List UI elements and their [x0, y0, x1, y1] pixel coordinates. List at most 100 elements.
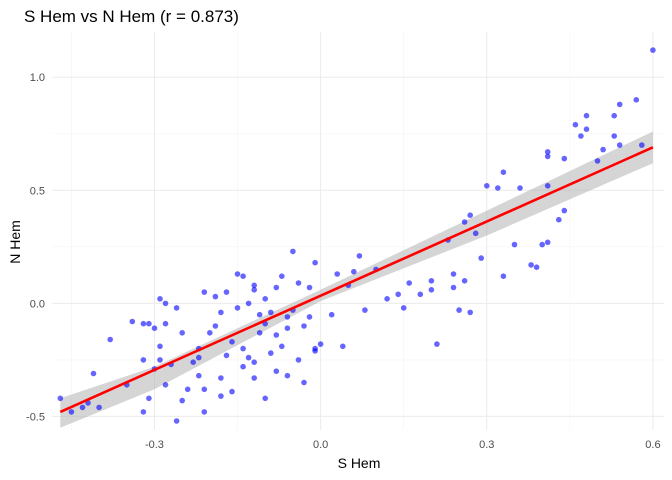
- data-point: [472, 230, 479, 237]
- data-point: [218, 375, 224, 381]
- data-point: [461, 278, 468, 284]
- data-point: [306, 314, 313, 320]
- data-point: [528, 262, 534, 268]
- data-point: [517, 185, 523, 191]
- data-point: [583, 112, 590, 119]
- data-point: [196, 372, 202, 379]
- data-point: [223, 352, 230, 359]
- data-point: [295, 357, 302, 363]
- data-point: [290, 248, 296, 255]
- data-point: [417, 291, 424, 298]
- y-axis-title: N Hem: [7, 220, 23, 264]
- data-point: [57, 395, 64, 402]
- data-point: [484, 183, 490, 189]
- data-point: [273, 332, 280, 338]
- data-point: [312, 348, 318, 354]
- y-tick-label: 1.0: [30, 72, 45, 84]
- data-point: [467, 309, 474, 316]
- data-point: [212, 293, 219, 300]
- data-point: [240, 345, 246, 352]
- data-point: [251, 287, 257, 293]
- data-point: [240, 273, 246, 280]
- data-point: [428, 287, 435, 293]
- data-point: [151, 325, 158, 332]
- data-point: [240, 363, 246, 370]
- data-point: [262, 395, 269, 402]
- data-point: [600, 146, 606, 153]
- data-point: [96, 404, 102, 411]
- data-point: [256, 311, 263, 318]
- data-point: [284, 325, 291, 332]
- data-point: [262, 296, 269, 302]
- data-point: [467, 212, 474, 218]
- data-point: [268, 350, 274, 356]
- data-point: [578, 133, 584, 139]
- data-point: [251, 359, 257, 366]
- data-point: [406, 280, 413, 286]
- data-point: [639, 142, 645, 148]
- data-point: [268, 309, 274, 316]
- data-point: [384, 296, 390, 302]
- data-point: [434, 341, 440, 347]
- data-point: [616, 101, 623, 108]
- data-point: [362, 307, 368, 313]
- data-point: [572, 121, 579, 128]
- data-point: [334, 271, 341, 277]
- data-point: [500, 169, 507, 175]
- data-point: [162, 320, 169, 327]
- data-point: [306, 284, 313, 291]
- data-point: [201, 386, 208, 393]
- data-point: [328, 311, 335, 318]
- data-point: [207, 330, 213, 336]
- data-point: [544, 149, 551, 155]
- data-point: [544, 239, 551, 246]
- data-point: [511, 241, 518, 248]
- data-point: [162, 382, 169, 388]
- data-point: [351, 268, 357, 275]
- data-point: [79, 404, 86, 411]
- data-point: [544, 183, 551, 189]
- chart-title: S Hem vs N Hem (r = 0.873): [24, 7, 239, 26]
- x-tick-label: -0.3: [145, 439, 164, 451]
- data-point: [201, 289, 208, 295]
- data-point: [173, 418, 180, 424]
- x-tick-label: 0.6: [645, 439, 660, 451]
- data-point: [245, 300, 252, 307]
- data-point: [533, 264, 540, 271]
- data-point: [157, 343, 163, 350]
- data-point: [140, 409, 147, 415]
- data-point: [633, 97, 640, 103]
- data-point: [218, 309, 224, 316]
- tick-labels: -0.3 0.0 0.3 0.6 -0.5 0.0 0.5 1.0: [26, 72, 661, 451]
- data-point: [400, 305, 407, 311]
- y-tick-label: 0.5: [30, 185, 45, 197]
- data-point: [68, 409, 75, 415]
- x-tick-label: 0.0: [313, 439, 328, 451]
- data-point: [251, 375, 257, 381]
- data-point: [284, 314, 291, 320]
- data-point: [561, 207, 568, 214]
- y-tick-label: -0.5: [26, 411, 45, 423]
- data-point: [179, 330, 185, 336]
- data-point: [140, 320, 147, 327]
- data-point: [279, 273, 285, 280]
- data-point: [184, 386, 191, 393]
- data-point: [129, 318, 136, 325]
- x-axis-title: S Hem: [338, 455, 381, 471]
- data-point: [146, 320, 152, 327]
- data-point: [279, 343, 285, 350]
- data-point: [317, 341, 324, 347]
- data-point: [146, 395, 152, 402]
- data-point: [157, 357, 163, 363]
- data-point: [196, 354, 202, 361]
- x-tick-label: 0.3: [479, 439, 494, 451]
- data-point: [190, 359, 196, 366]
- data-point: [234, 271, 241, 277]
- data-point: [162, 300, 169, 307]
- data-point: [223, 289, 230, 295]
- data-point: [312, 259, 318, 266]
- data-point: [500, 273, 507, 280]
- data-point: [428, 278, 435, 284]
- fit-line-layer: [59, 146, 654, 414]
